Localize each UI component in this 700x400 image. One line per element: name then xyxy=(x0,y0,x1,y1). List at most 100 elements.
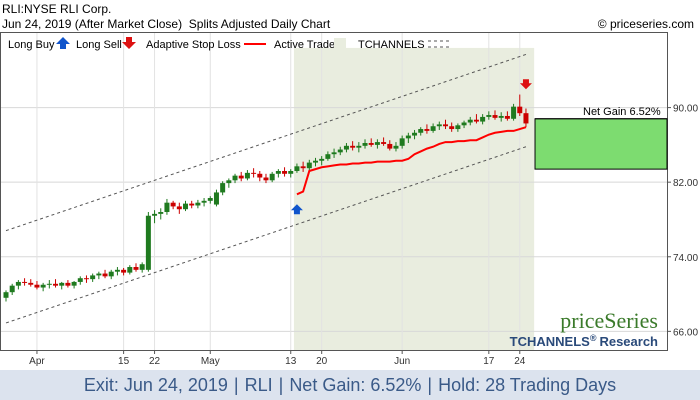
brand-registered-mark: ® xyxy=(590,333,597,343)
x-tick-label: 15 xyxy=(118,356,130,367)
candle-body xyxy=(251,172,257,174)
channel-upper-line xyxy=(5,53,527,232)
legend-adaptive-stop-label: Adaptive Stop Loss xyxy=(146,39,241,51)
candle-body xyxy=(387,143,393,149)
footer-ticker: RLI xyxy=(244,375,273,395)
candle-body xyxy=(461,122,467,126)
x-tick-label: 17 xyxy=(483,356,495,367)
candle-body xyxy=(356,145,362,148)
candle-body xyxy=(480,116,486,122)
candle-body xyxy=(300,166,306,169)
x-tick-label: 24 xyxy=(514,356,526,367)
candle-body xyxy=(436,124,442,127)
candle-body xyxy=(232,175,238,181)
candle-body xyxy=(368,143,374,145)
candle-body xyxy=(381,142,387,144)
candle-body xyxy=(127,267,133,273)
candle-body xyxy=(275,170,281,174)
legend-buy-arrow-icon xyxy=(56,37,70,49)
candle-body xyxy=(226,180,232,184)
adaptive-stop-loss-line xyxy=(296,126,527,196)
candle-body xyxy=(319,158,325,161)
legend-tchannels-label: TCHANNELS xyxy=(358,39,425,51)
candle-body xyxy=(517,106,523,114)
chart-kind-text: Splits Adjusted Daily Chart xyxy=(188,17,331,31)
y-tick-label: 66.00 xyxy=(673,327,698,338)
long-buy-arrow-icon xyxy=(290,204,303,215)
y-tick-label: 82.00 xyxy=(673,178,698,189)
footer-summary: Exit: Jun 24, 2019 | RLI | Net Gain: 6.52% | H… xyxy=(0,370,700,400)
footer-separator: | xyxy=(233,375,239,395)
candle-body xyxy=(337,149,343,153)
candle-body xyxy=(343,145,349,150)
candle-body xyxy=(399,138,405,146)
date-text: Jun 24, 2019 (After Market Close) xyxy=(2,17,183,31)
candle-body xyxy=(257,173,263,178)
candle-body xyxy=(418,129,424,133)
candle-body xyxy=(158,212,164,214)
brand-priceseries: priceSeries xyxy=(560,308,658,333)
candle-body xyxy=(145,215,151,270)
footer-separator: | xyxy=(427,375,433,395)
candle-body xyxy=(183,203,189,210)
candle-body xyxy=(22,281,28,283)
candle-body xyxy=(164,202,170,213)
candle-body xyxy=(523,113,529,124)
legend: Long Buy Long Sell Adaptive Stop Loss Ac… xyxy=(8,37,450,51)
candle-body xyxy=(238,175,244,179)
candle-body xyxy=(263,177,269,181)
candle-body xyxy=(288,170,294,174)
candle-body xyxy=(90,275,96,280)
x-tick-label: Apr xyxy=(29,356,45,367)
candle-body xyxy=(412,132,418,136)
candle-body xyxy=(350,145,356,148)
legend-sell-arrow-icon xyxy=(122,37,136,49)
candle-body xyxy=(449,126,455,130)
candle-body xyxy=(455,125,461,130)
candle-body xyxy=(71,281,77,286)
y-axis-ticks: 66.00 74.00 82.00 90.00 xyxy=(667,104,698,338)
candle-body xyxy=(139,264,145,270)
footer-exit: Exit: Jun 24, 2019 xyxy=(83,375,228,395)
candle-body xyxy=(220,183,226,193)
candle-body xyxy=(244,172,250,179)
grid-lines xyxy=(1,33,667,350)
candle-body xyxy=(114,269,120,272)
active-trade-region xyxy=(293,47,535,350)
candle-body xyxy=(430,126,436,131)
candle-body xyxy=(306,162,312,169)
candle-body xyxy=(34,284,40,288)
candle-body xyxy=(77,278,83,282)
candle-body xyxy=(102,273,108,277)
candle-body xyxy=(486,115,492,117)
candle-body xyxy=(374,142,380,145)
legend-active-trade-label: Active Trade xyxy=(274,39,335,51)
candle-body xyxy=(207,198,213,201)
channel-lower-line xyxy=(5,146,527,324)
candle-body xyxy=(201,200,207,203)
date-subtitle: Jun 24, 2019 (After Market Close) Splits… xyxy=(2,17,330,31)
candle-body xyxy=(65,282,71,286)
brand-tagline: TCHANNELS xyxy=(510,334,590,349)
candle-body xyxy=(28,282,34,285)
tchannels xyxy=(5,53,527,324)
net-gain-box xyxy=(534,118,668,170)
candle-body xyxy=(362,143,368,146)
footer-separator: | xyxy=(278,375,284,395)
x-tick-label: 22 xyxy=(149,356,161,367)
candle-body xyxy=(96,273,102,276)
symbol-title: RLI:NYSE RLI Corp. xyxy=(2,2,112,16)
y-tick-label: 74.00 xyxy=(673,253,698,264)
candle-body xyxy=(195,202,201,206)
candle-body xyxy=(442,124,448,127)
candle-body xyxy=(492,115,498,118)
candle-body xyxy=(331,152,337,155)
candle-body xyxy=(40,284,46,288)
candle-body xyxy=(3,292,9,298)
long-sell-arrow-icon xyxy=(519,79,532,90)
candle-body xyxy=(189,203,195,206)
brand-tchannels-research: TCHANNELS® Research xyxy=(510,333,658,349)
candle-body xyxy=(313,160,318,163)
candle-body xyxy=(53,283,59,286)
legend-long-sell-label: Long Sell xyxy=(76,39,122,51)
